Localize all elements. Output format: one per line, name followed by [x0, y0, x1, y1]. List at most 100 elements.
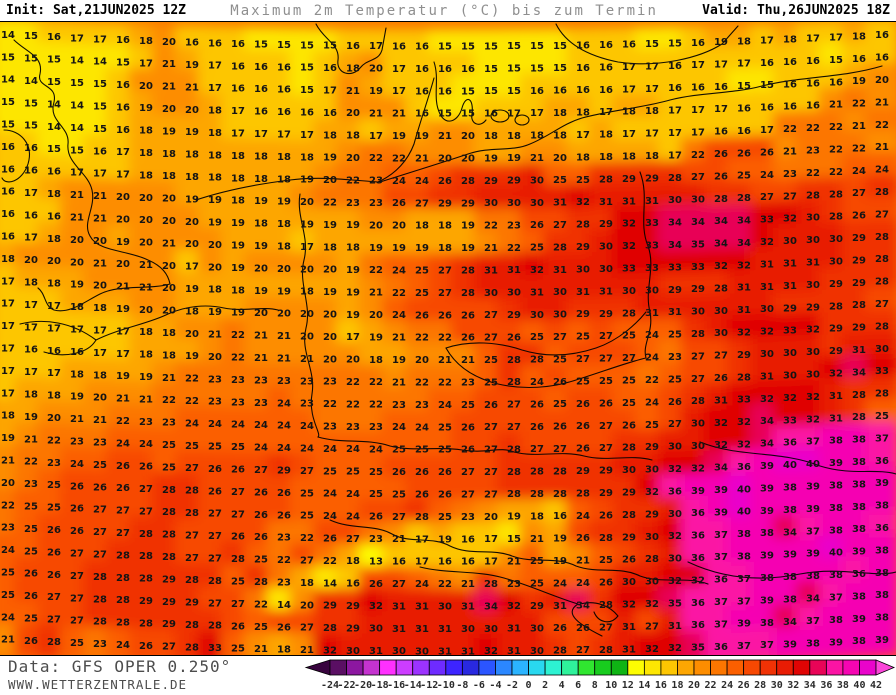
svg-text:26: 26 [139, 462, 153, 473]
svg-text:17: 17 [507, 108, 521, 119]
svg-text:18: 18 [231, 196, 245, 207]
svg-text:38: 38 [852, 524, 866, 535]
svg-text:27: 27 [599, 331, 613, 342]
svg-text:39: 39 [806, 482, 820, 493]
svg-text:27: 27 [185, 463, 199, 474]
svg-text:29: 29 [645, 442, 659, 453]
svg-text:18: 18 [185, 150, 199, 161]
svg-text:22: 22 [254, 599, 268, 610]
svg-text:29: 29 [162, 597, 176, 608]
svg-text:16: 16 [829, 77, 843, 88]
svg-text:16: 16 [622, 40, 636, 51]
svg-text:21: 21 [254, 353, 268, 364]
svg-text:17: 17 [47, 368, 61, 379]
svg-text:28: 28 [139, 529, 153, 540]
svg-text:28: 28 [875, 321, 889, 332]
svg-text:16: 16 [783, 57, 797, 68]
svg-text:26: 26 [70, 504, 84, 515]
svg-text:15: 15 [300, 40, 314, 51]
svg-text:16: 16 [254, 107, 268, 118]
svg-text:29: 29 [806, 302, 820, 313]
svg-text:18: 18 [599, 130, 613, 141]
svg-text:19: 19 [231, 263, 245, 274]
svg-text:31: 31 [760, 259, 774, 270]
svg-text:20: 20 [139, 193, 153, 204]
svg-text:26: 26 [231, 465, 245, 476]
svg-text:16: 16 [392, 557, 406, 568]
svg-text:20: 20 [139, 81, 153, 92]
svg-text:19: 19 [208, 195, 222, 206]
svg-text:29: 29 [139, 596, 153, 607]
svg-text:28: 28 [599, 645, 613, 655]
svg-text:26: 26 [599, 398, 613, 409]
svg-text:16: 16 [24, 166, 38, 177]
svg-text:30: 30 [645, 577, 659, 588]
svg-text:16: 16 [760, 103, 774, 114]
svg-text:26: 26 [277, 622, 291, 633]
svg-text:16: 16 [691, 83, 705, 94]
svg-text:26: 26 [392, 467, 406, 478]
svg-text:37: 37 [714, 619, 728, 630]
svg-text:17: 17 [645, 84, 659, 95]
svg-text:21: 21 [116, 394, 130, 405]
svg-text:16: 16 [1, 187, 15, 198]
svg-text:23: 23 [1, 523, 15, 534]
svg-text:-12: -12 [420, 680, 438, 691]
svg-text:21: 21 [24, 434, 38, 445]
svg-text:18: 18 [553, 130, 567, 141]
svg-text:19: 19 [116, 237, 130, 248]
danish-island [490, 109, 510, 123]
svg-text:16: 16 [231, 39, 245, 50]
svg-text:26: 26 [415, 467, 429, 478]
svg-text:19: 19 [116, 304, 130, 315]
svg-text:30: 30 [415, 646, 429, 655]
svg-text:26: 26 [24, 569, 38, 580]
svg-text:28: 28 [553, 646, 567, 656]
svg-text:20: 20 [70, 235, 84, 246]
svg-text:17: 17 [1, 321, 15, 332]
svg-text:30: 30 [829, 257, 843, 268]
init-time-label: Init: Sat,21JUN2025 12Z [6, 3, 187, 18]
svg-text:31: 31 [760, 282, 774, 293]
svg-text:40: 40 [853, 680, 865, 691]
svg-text:27: 27 [70, 571, 84, 582]
svg-text:27: 27 [208, 554, 222, 565]
svg-text:17: 17 [116, 326, 130, 337]
svg-text:23: 23 [806, 146, 820, 157]
svg-text:25: 25 [438, 512, 452, 523]
svg-text:26: 26 [415, 310, 429, 321]
svg-text:36: 36 [783, 438, 797, 449]
svg-text:27: 27 [438, 266, 452, 277]
svg-text:15: 15 [530, 63, 544, 74]
svg-text:19: 19 [300, 175, 314, 186]
svg-text:15: 15 [93, 79, 107, 90]
svg-text:26: 26 [93, 482, 107, 493]
svg-text:19: 19 [254, 241, 268, 252]
svg-text:34: 34 [484, 601, 498, 612]
svg-text:19: 19 [438, 534, 452, 545]
svg-text:32: 32 [668, 643, 682, 654]
svg-text:17: 17 [369, 131, 383, 142]
svg-text:15: 15 [93, 124, 107, 135]
svg-text:17: 17 [1, 388, 15, 399]
svg-text:28: 28 [645, 554, 659, 565]
svg-text:20: 20 [47, 413, 61, 424]
svg-text:32: 32 [760, 327, 774, 338]
svg-text:38: 38 [737, 552, 751, 563]
svg-text:32: 32 [760, 394, 774, 405]
svg-text:25: 25 [47, 480, 61, 491]
svg-text:28: 28 [714, 194, 728, 205]
svg-text:25: 25 [300, 511, 314, 522]
svg-text:28: 28 [754, 680, 766, 691]
svg-text:25: 25 [438, 422, 452, 433]
svg-text:14: 14 [638, 680, 650, 691]
svg-text:25: 25 [415, 288, 429, 299]
svg-text:26: 26 [24, 636, 38, 647]
svg-text:21: 21 [139, 260, 153, 271]
svg-text:26: 26 [507, 332, 521, 343]
svg-text:18: 18 [300, 578, 314, 589]
svg-text:29: 29 [622, 532, 636, 543]
svg-text:16: 16 [714, 127, 728, 138]
svg-text:17: 17 [116, 349, 130, 360]
svg-text:38: 38 [875, 501, 889, 512]
